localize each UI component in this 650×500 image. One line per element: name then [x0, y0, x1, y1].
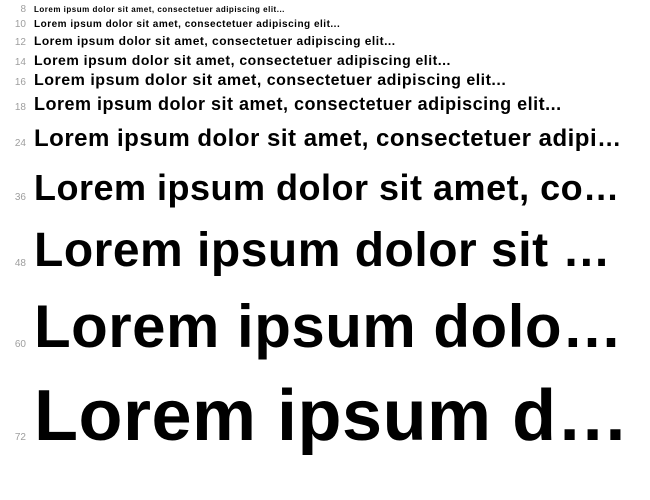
specimen-text: Lorem ipsum dolor sit amet, consectetuer… — [34, 19, 340, 30]
specimen-text: Lorem ipsum dolor sit amet, consectetuer… — [34, 292, 634, 361]
size-label: 72 — [4, 432, 26, 443]
specimen-row: 24 Lorem ipsum dolor sit amet, consectet… — [0, 115, 650, 153]
size-label: 60 — [4, 339, 26, 350]
specimen-text: Lorem ipsum dolor sit amet, consectetuer… — [34, 72, 506, 90]
specimen-text: Lorem ipsum dolor sit amet, consectetuer… — [34, 167, 634, 209]
specimen-row: 10 Lorem ipsum dolor sit amet, consectet… — [0, 15, 650, 30]
size-label: 16 — [4, 77, 26, 88]
size-label: 36 — [4, 192, 26, 203]
specimen-row: 16 Lorem ipsum dolor sit amet, consectet… — [0, 68, 650, 90]
specimen-text: Lorem ipsum dolor sit amet, consectetuer… — [34, 125, 634, 153]
size-label: 18 — [4, 102, 26, 113]
specimen-text: Lorem ipsum dolor sit amet, consectetuer… — [34, 94, 562, 115]
specimen-text: Lorem ipsum dolor sit amet, consectetuer… — [34, 34, 396, 48]
specimen-row: 72 Lorem ipsum dolor sit amet, consectet… — [0, 361, 650, 457]
size-label: 12 — [4, 37, 26, 48]
specimen-row: 18 Lorem ipsum dolor sit amet, consectet… — [0, 90, 650, 115]
size-label: 8 — [4, 4, 26, 15]
specimen-text: Lorem ipsum dolor sit amet, consectetuer… — [34, 375, 634, 457]
size-label: 10 — [4, 19, 26, 30]
specimen-text: Lorem ipsum dolor sit amet, consectetuer… — [34, 5, 285, 14]
specimen-row: 60 Lorem ipsum dolor sit amet, consectet… — [0, 278, 650, 361]
specimen-text: Lorem ipsum dolor sit amet, consectetuer… — [34, 52, 451, 68]
specimen-text: Lorem ipsum dolor sit amet, consectetuer… — [34, 223, 634, 278]
size-label: 14 — [4, 57, 26, 68]
specimen-row: 48 Lorem ipsum dolor sit amet, consectet… — [0, 209, 650, 278]
size-label: 48 — [4, 258, 26, 269]
size-label: 24 — [4, 138, 26, 149]
specimen-row: 14 Lorem ipsum dolor sit amet, consectet… — [0, 48, 650, 68]
specimen-row: 8 Lorem ipsum dolor sit amet, consectetu… — [0, 0, 650, 15]
specimen-row: 36 Lorem ipsum dolor sit amet, consectet… — [0, 153, 650, 209]
font-waterfall: 8 Lorem ipsum dolor sit amet, consectetu… — [0, 0, 650, 457]
specimen-row: 12 Lorem ipsum dolor sit amet, consectet… — [0, 30, 650, 48]
